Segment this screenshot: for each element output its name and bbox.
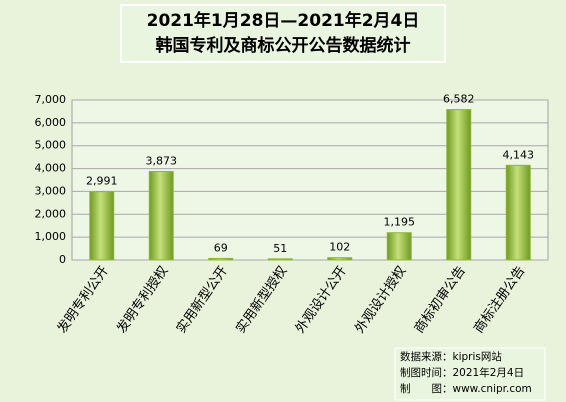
y-tick-label: 4,000 [35,162,67,175]
y-tick-label: 2,000 [35,207,67,220]
note-box [394,347,546,401]
y-tick-label: 7,000 [35,93,67,106]
chart-subtitle: 韩国专利及商标公开公告数据统计 [156,35,411,56]
value-label: 69 [214,241,228,254]
bar [267,258,293,261]
y-tick-label: 3,000 [35,184,67,197]
plot-area [71,99,549,261]
value-label: 51 [273,242,287,255]
bar [148,170,174,261]
value-label: 4,143 [503,148,535,161]
bar [208,257,234,261]
source-note: 数据来源：kipris网站 [400,350,502,363]
bar [386,232,412,261]
y-tick-label: 0 [59,253,66,266]
value-label: 1,195 [384,216,416,229]
chart-title: 2021年1月28日—2021年2月4日 [147,10,420,31]
y-tick-label: 5,000 [35,139,67,152]
source-note: 制 图：www.cnipr.com [400,382,532,395]
title-box [120,4,446,63]
value-label: 102 [329,241,350,254]
bar [327,257,353,261]
bar [505,164,531,261]
source-note: 制图时间：2021年2月4日 [400,366,524,379]
value-label: 2,991 [86,175,118,188]
value-label: 6,582 [443,93,475,106]
value-label: 3,873 [146,154,178,167]
y-tick-label: 1,000 [35,230,67,243]
y-tick-label: 6,000 [35,116,67,129]
bar [446,109,472,261]
bar [89,191,115,261]
